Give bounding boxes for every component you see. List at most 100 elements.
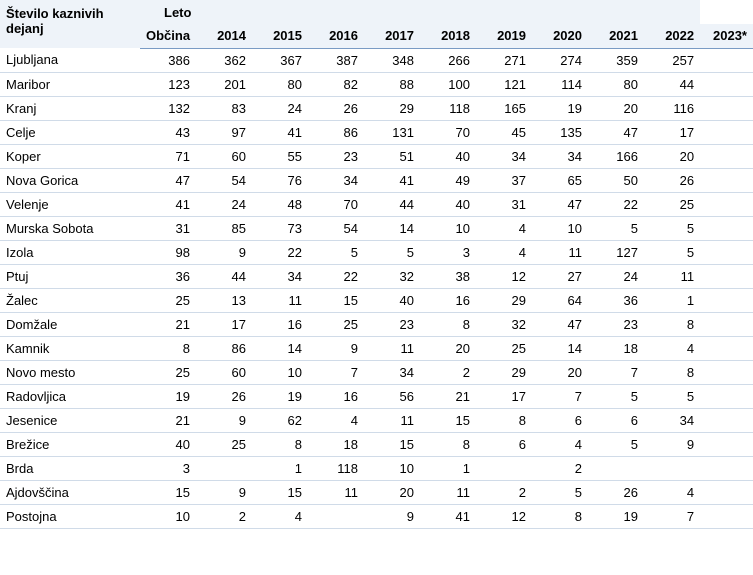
value-cell: 10 <box>140 504 196 528</box>
value-cell: 15 <box>308 288 364 312</box>
value-cell: 1 <box>644 288 700 312</box>
value-cell: 367 <box>252 48 308 72</box>
value-cell: 10 <box>252 360 308 384</box>
header-year: 2014 <box>196 24 252 48</box>
table-row: Ptuj36443422323812272411 <box>0 264 753 288</box>
value-cell: 41 <box>364 168 420 192</box>
value-cell: 21 <box>140 408 196 432</box>
value-cell: 5 <box>532 480 588 504</box>
value-cell: 34 <box>644 408 700 432</box>
value-cell: 7 <box>644 504 700 528</box>
value-cell: 60 <box>196 144 252 168</box>
value-cell: 132 <box>140 96 196 120</box>
value-cell: 73 <box>252 216 308 240</box>
municipality-cell: Brda <box>0 456 140 480</box>
table-row: Radovljica19261916562117755 <box>0 384 753 408</box>
value-cell: 31 <box>140 216 196 240</box>
value-cell: 7 <box>308 360 364 384</box>
value-cell: 11 <box>420 480 476 504</box>
value-cell: 26 <box>196 384 252 408</box>
municipality-cell: Velenje <box>0 192 140 216</box>
value-cell: 60 <box>196 360 252 384</box>
municipality-cell: Celje <box>0 120 140 144</box>
municipality-cell: Murska Sobota <box>0 216 140 240</box>
municipality-cell: Brežice <box>0 432 140 456</box>
municipality-cell: Kamnik <box>0 336 140 360</box>
value-cell: 80 <box>252 72 308 96</box>
value-cell: 2 <box>196 504 252 528</box>
value-cell: 20 <box>588 96 644 120</box>
header-title: Število kaznivih dejanj <box>0 0 140 48</box>
value-cell: 64 <box>532 288 588 312</box>
value-cell: 47 <box>532 312 588 336</box>
header-year: 2015 <box>252 24 308 48</box>
value-cell: 266 <box>420 48 476 72</box>
value-cell: 8 <box>420 432 476 456</box>
value-cell: 21 <box>140 312 196 336</box>
value-cell: 5 <box>588 384 644 408</box>
value-cell: 29 <box>476 360 532 384</box>
municipality-cell: Izola <box>0 240 140 264</box>
value-cell: 359 <box>588 48 644 72</box>
value-cell: 5 <box>644 384 700 408</box>
value-cell: 51 <box>364 144 420 168</box>
value-cell: 19 <box>140 384 196 408</box>
value-cell: 11 <box>644 264 700 288</box>
municipality-cell: Koper <box>0 144 140 168</box>
value-cell: 22 <box>588 192 644 216</box>
value-cell: 86 <box>308 120 364 144</box>
table-header: Število kaznivih dejanj Leto Občina 2014… <box>0 0 753 48</box>
value-cell: 123 <box>140 72 196 96</box>
value-cell: 15 <box>252 480 308 504</box>
value-cell: 70 <box>420 120 476 144</box>
table-row: Žalec2513111540162964361 <box>0 288 753 312</box>
value-cell: 34 <box>532 144 588 168</box>
value-cell: 41 <box>252 120 308 144</box>
value-cell: 40 <box>364 288 420 312</box>
value-cell: 27 <box>532 264 588 288</box>
value-cell: 25 <box>140 360 196 384</box>
value-cell: 22 <box>252 240 308 264</box>
value-cell: 19 <box>532 96 588 120</box>
value-cell: 5 <box>308 240 364 264</box>
table-row: Izola989225534111275 <box>0 240 753 264</box>
value-cell: 348 <box>364 48 420 72</box>
header-obcina-label: Občina <box>140 24 196 48</box>
value-cell: 5 <box>644 240 700 264</box>
municipality-cell: Ptuj <box>0 264 140 288</box>
value-cell: 127 <box>588 240 644 264</box>
value-cell: 8 <box>420 312 476 336</box>
value-cell: 23 <box>588 312 644 336</box>
value-cell: 55 <box>252 144 308 168</box>
value-cell: 48 <box>252 192 308 216</box>
value-cell: 8 <box>644 360 700 384</box>
value-cell: 34 <box>476 144 532 168</box>
table-row: Koper716055235140343416620 <box>0 144 753 168</box>
value-cell: 15 <box>364 432 420 456</box>
table-row: Kranj132832426291181651920116 <box>0 96 753 120</box>
value-cell: 38 <box>420 264 476 288</box>
value-cell: 387 <box>308 48 364 72</box>
value-cell: 16 <box>252 312 308 336</box>
value-cell: 100 <box>420 72 476 96</box>
header-year: 2019 <box>476 24 532 48</box>
value-cell: 118 <box>308 456 364 480</box>
value-cell: 88 <box>364 72 420 96</box>
value-cell: 65 <box>532 168 588 192</box>
value-cell: 18 <box>308 432 364 456</box>
municipality-cell: Postojna <box>0 504 140 528</box>
header-leto-label: Leto <box>140 0 700 24</box>
value-cell: 23 <box>308 144 364 168</box>
value-cell: 274 <box>532 48 588 72</box>
value-cell: 50 <box>588 168 644 192</box>
value-cell: 116 <box>644 96 700 120</box>
table-row: Nova Gorica47547634414937655026 <box>0 168 753 192</box>
value-cell: 86 <box>196 336 252 360</box>
value-cell: 8 <box>644 312 700 336</box>
value-cell: 40 <box>140 432 196 456</box>
value-cell: 131 <box>364 120 420 144</box>
value-cell: 26 <box>588 480 644 504</box>
value-cell: 17 <box>476 384 532 408</box>
value-cell: 165 <box>476 96 532 120</box>
value-cell: 25 <box>196 432 252 456</box>
